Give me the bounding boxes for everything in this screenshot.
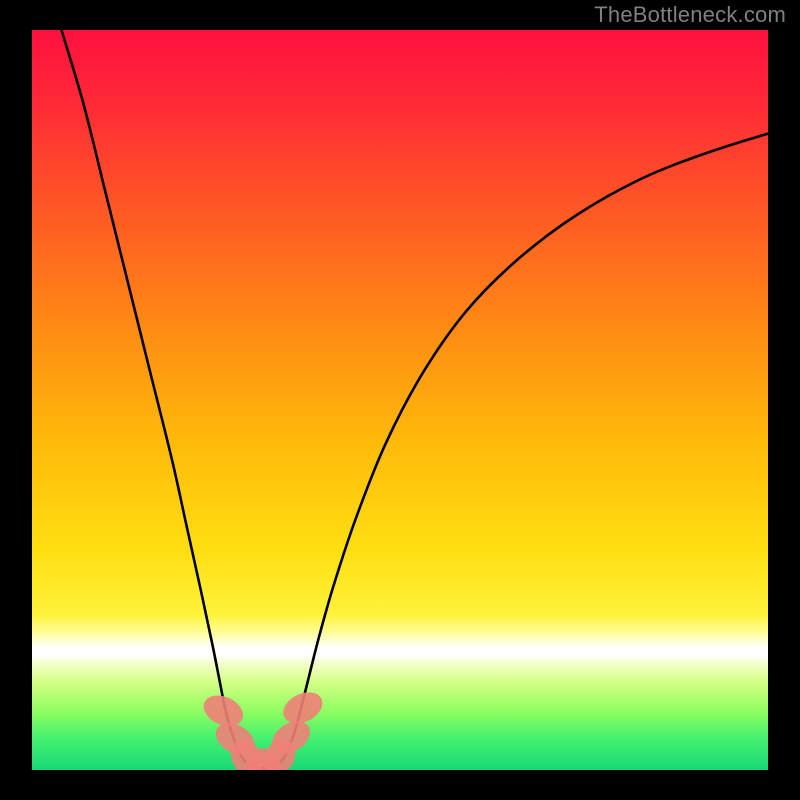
outer-frame: TheBottleneck.com [0, 0, 800, 800]
plot-area [32, 30, 768, 770]
curve-line [61, 30, 768, 768]
watermark-text: TheBottleneck.com [594, 2, 786, 28]
bottleneck-curve [32, 30, 768, 770]
